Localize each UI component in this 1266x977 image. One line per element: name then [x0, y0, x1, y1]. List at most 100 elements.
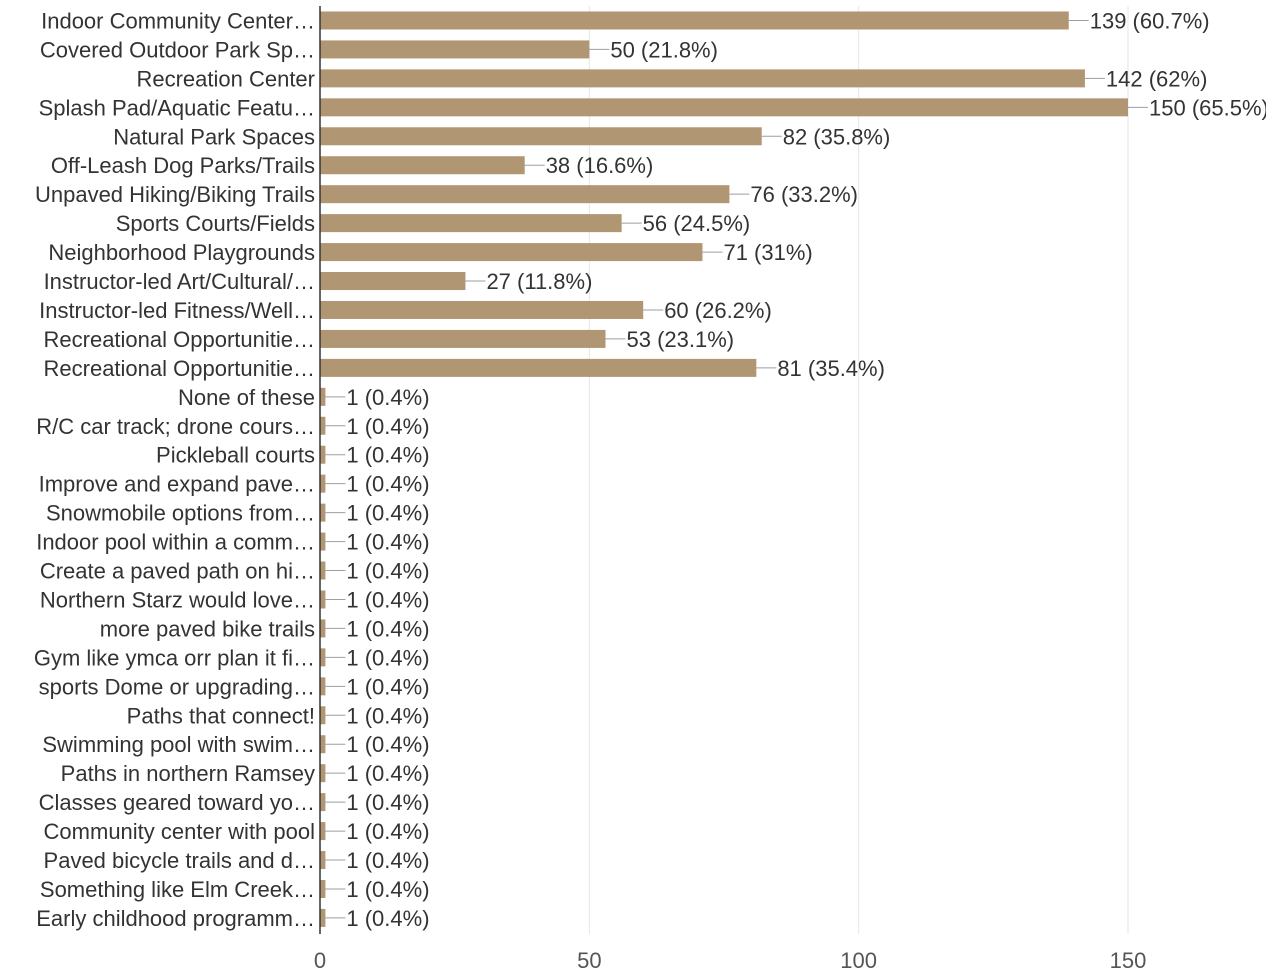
data-label-17: 1 (0.4%) — [346, 472, 429, 497]
category-label-31: Something like Elm Creek… — [40, 877, 315, 902]
category-label-20: Create a paved path on hi… — [40, 559, 315, 584]
category-label-29: Community center with pool — [44, 819, 315, 844]
category-label-14: None of these — [178, 385, 315, 410]
bars — [320, 11, 1148, 927]
category-label-2: Covered Outdoor Park Sp… — [40, 37, 315, 62]
data-label-29: 1 (0.4%) — [346, 819, 429, 844]
data-label-23: 1 (0.4%) — [346, 645, 429, 670]
bar-9 — [320, 243, 703, 262]
category-label-19: Indoor pool within a comm… — [36, 530, 315, 555]
bar-4 — [320, 98, 1128, 117]
x-tick-label-100: 100 — [840, 948, 877, 972]
category-label-27: Paths in northern Ramsey — [61, 761, 315, 786]
data-label-4: 150 (65.5%) — [1149, 95, 1266, 120]
category-label-11: Instructor-led Fitness/Well… — [39, 298, 315, 323]
category-label-9: Neighborhood Playgrounds — [48, 240, 315, 265]
gridlines — [588, 6, 1129, 934]
data-label-28: 1 (0.4%) — [346, 790, 429, 815]
data-label-16: 1 (0.4%) — [346, 443, 429, 468]
bar-2 — [320, 40, 590, 59]
category-label-13: Recreational Opportunitie… — [44, 356, 315, 381]
category-label-32: Early childhood programm… — [36, 906, 315, 931]
bar-21 — [320, 590, 326, 609]
category-label-5: Natural Park Spaces — [113, 124, 315, 149]
data-label-32: 1 (0.4%) — [346, 906, 429, 931]
data-label-20: 1 (0.4%) — [346, 559, 429, 584]
category-label-12: Recreational Opportunitie… — [44, 327, 315, 352]
category-label-22: more paved bike trails — [100, 616, 315, 641]
bar-15 — [320, 416, 326, 435]
data-label-18: 1 (0.4%) — [346, 501, 429, 526]
category-label-18: Snowmobile options from… — [46, 501, 315, 526]
data-label-2: 50 (21.8%) — [610, 37, 718, 62]
bar-23 — [320, 648, 326, 667]
labels: 0 50 100 150 139 (60.7%) Indoor Community Cen… — [34, 8, 1266, 973]
bar-24 — [320, 677, 326, 696]
category-label-15: R/C car track; drone cours… — [36, 414, 315, 439]
data-label-12: 53 (23.1%) — [626, 327, 734, 352]
category-label-4: Splash Pad/Aquatic Featu… — [39, 95, 315, 120]
data-label-11: 60 (26.2%) — [664, 298, 772, 323]
bar-16 — [320, 445, 326, 464]
data-label-10: 27 (11.8%) — [486, 269, 592, 294]
bar-3 — [320, 69, 1085, 88]
x-tick-label-150: 150 — [1110, 948, 1147, 972]
category-label-8: Sports Courts/Fields — [116, 211, 315, 236]
category-label-26: Swimming pool with swim… — [42, 732, 315, 757]
bar-30 — [320, 851, 326, 870]
category-label-25: Paths that connect! — [127, 703, 315, 728]
bar-10 — [320, 272, 466, 291]
bar-26 — [320, 735, 326, 754]
data-label-24: 1 (0.4%) — [346, 674, 429, 699]
category-label-10: Instructor-led Art/Cultural/… — [44, 269, 315, 294]
category-label-3: Recreation Center — [136, 66, 315, 91]
category-label-7: Unpaved Hiking/Biking Trails — [35, 182, 315, 207]
bar-8 — [320, 214, 622, 233]
data-label-19: 1 (0.4%) — [346, 530, 429, 555]
bar-20 — [320, 561, 326, 580]
data-label-1: 139 (60.7%) — [1090, 8, 1210, 33]
bar-18 — [320, 503, 326, 522]
bar-1 — [320, 11, 1069, 30]
data-label-8: 56 (24.5%) — [643, 211, 751, 236]
x-tick-label-0: 0 — [314, 948, 326, 972]
bar-19 — [320, 532, 326, 551]
data-label-30: 1 (0.4%) — [346, 848, 429, 873]
x-tick-label-50: 50 — [577, 948, 601, 972]
bar-32 — [320, 908, 326, 927]
bar-7 — [320, 185, 730, 204]
data-label-31: 1 (0.4%) — [346, 877, 429, 902]
bar-12 — [320, 329, 606, 348]
category-label-1: Indoor Community Center… — [41, 8, 315, 33]
bar-22 — [320, 619, 326, 638]
category-label-30: Paved bicycle trails and d… — [44, 848, 315, 873]
data-label-9: 71 (31%) — [723, 240, 812, 265]
bar-28 — [320, 793, 326, 812]
bar-17 — [320, 474, 326, 493]
data-label-25: 1 (0.4%) — [346, 703, 429, 728]
data-label-5: 82 (35.8%) — [783, 124, 891, 149]
data-label-26: 1 (0.4%) — [346, 732, 429, 757]
bar-5 — [320, 127, 762, 146]
data-label-13: 81 (35.4%) — [777, 356, 885, 381]
data-label-14: 1 (0.4%) — [346, 385, 429, 410]
data-label-7: 76 (33.2%) — [750, 182, 858, 207]
bar-11 — [320, 300, 644, 319]
bar-13 — [320, 358, 757, 377]
bar-27 — [320, 764, 326, 783]
bar-14 — [320, 387, 326, 406]
category-label-24: sports Dome or upgrading… — [39, 674, 315, 699]
data-label-6: 38 (16.6%) — [546, 153, 654, 178]
data-label-27: 1 (0.4%) — [346, 761, 429, 786]
data-label-21: 1 (0.4%) — [346, 587, 429, 612]
bar-29 — [320, 822, 326, 841]
category-label-17: Improve and expand pave… — [39, 472, 315, 497]
bar-25 — [320, 706, 326, 725]
category-label-28: Classes geared toward yo… — [39, 790, 315, 815]
data-label-15: 1 (0.4%) — [346, 414, 429, 439]
data-label-22: 1 (0.4%) — [346, 616, 429, 641]
data-label-3: 142 (62%) — [1106, 66, 1208, 91]
category-label-16: Pickleball courts — [156, 443, 315, 468]
